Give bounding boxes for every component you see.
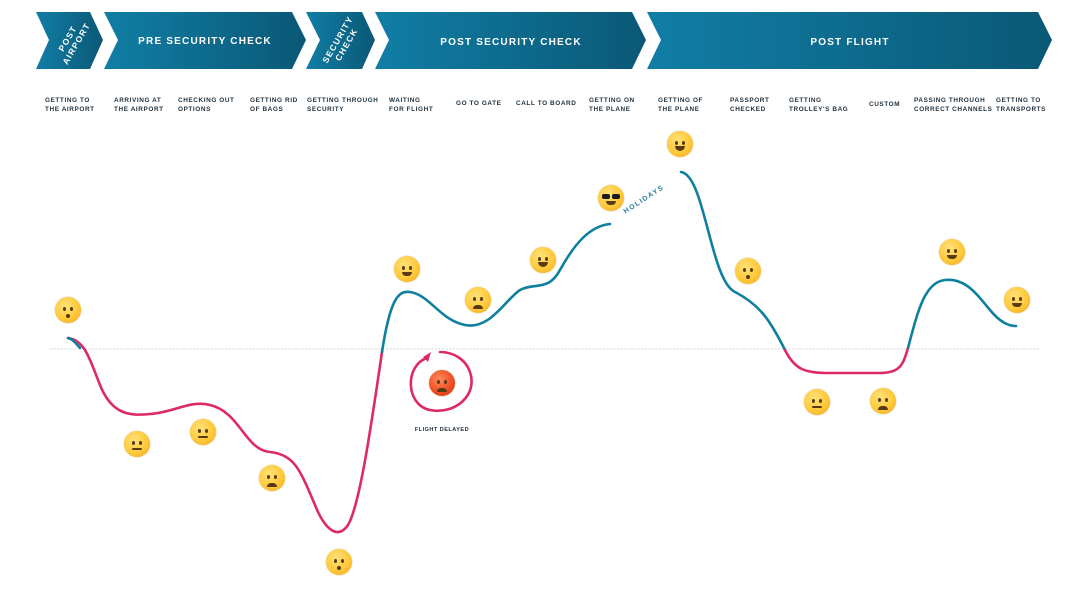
- step-label-getting-to-airport: GETTING TO THE AIRPORT: [45, 97, 95, 113]
- sunglasses-face-icon: [598, 185, 624, 211]
- phase-banner-post-security-check: [375, 12, 646, 69]
- phase-banner-pre-security-check: [104, 12, 306, 69]
- sleepy-face-icon: [735, 258, 761, 284]
- phase-banner-post-flight: [647, 12, 1052, 69]
- hugging-face-icon: [530, 247, 556, 273]
- step-label-getting-on-plane: GETTING ON THE PLANE: [589, 97, 635, 113]
- phase-label-post-flight: POST FLIGHT: [810, 37, 889, 48]
- step-label-passport-checked: PASSPORT CHECKED: [730, 97, 770, 113]
- step-label-getting-rid-of-bags: GETTING RID OF BAGS: [250, 97, 298, 113]
- step-label-custom: CUSTOM: [869, 101, 901, 108]
- journey-curve-positive-3: [679, 170, 787, 352]
- steam-nose-face-icon: [259, 465, 285, 491]
- step-label-go-to-gate: GO TO GATE: [456, 100, 502, 107]
- phase-banner-post-airport: [36, 12, 103, 69]
- step-label-getting-trolleys-bag: GETTING TROLLEY'S BAG: [789, 97, 849, 113]
- journey-curve-positive-1: [66, 336, 82, 350]
- monocle-face-icon: [804, 389, 830, 415]
- phase-banner-security-check: [306, 12, 375, 69]
- journey-curve-positive-2: [380, 222, 612, 354]
- confounded-face-icon: [870, 388, 896, 414]
- journey-curve-negative-2: [783, 346, 910, 375]
- phase-label-post-security-check: POST SECURITY CHECK: [440, 37, 582, 48]
- step-label-getting-of-plane: GETTING OF THE PLANE: [658, 97, 704, 113]
- flight-delayed-arrow-icon: [423, 352, 431, 362]
- hushed-face-icon: [55, 297, 81, 323]
- party-face-icon: [939, 239, 965, 265]
- step-label-arriving-at-airport: ARRIVING AT THE AIRPORT: [114, 97, 164, 113]
- step-label-waiting-for-flight: WAITING FOR FLIGHT: [389, 97, 434, 113]
- holidays-label: HOLIDAYS: [623, 184, 666, 215]
- neutral-face-icon: [124, 431, 150, 457]
- flight-delayed-label: FLIGHT DELAYED: [415, 427, 469, 433]
- step-label-checking-out-options: CHECKING OUT OPTIONS: [178, 97, 235, 113]
- smiling-face-icon: [394, 256, 420, 282]
- step-label-getting-through-security: GETTING THROUGH SECURITY: [307, 97, 379, 113]
- star-struck-face-icon: [667, 131, 693, 157]
- raised-eyebrow-face-icon: [190, 419, 216, 445]
- phase-label-pre-security-check: PRE SECURITY CHECK: [138, 36, 272, 47]
- exploding-head-icon: [326, 549, 352, 575]
- step-label-getting-to-transports: GETTING TO TRANSPORTS: [996, 97, 1047, 113]
- step-label-call-to-board: CALL TO BOARD: [516, 100, 577, 107]
- journey-curve-positive-4: [906, 278, 1018, 350]
- phase-banners: POSTAIRPORT PRE SECURITY CHECK SECURITYC…: [36, 12, 1052, 69]
- step-label-passing-through-channels: PASSING THROUGH CORRECT CHANNELS: [914, 97, 993, 113]
- smiling-face-icon: [1004, 287, 1030, 313]
- flight-delayed-loop: [409, 350, 473, 413]
- weary-face-icon: [465, 287, 491, 313]
- journey-curve-negative-1: [66, 336, 384, 534]
- angry-face-icon: [429, 370, 455, 396]
